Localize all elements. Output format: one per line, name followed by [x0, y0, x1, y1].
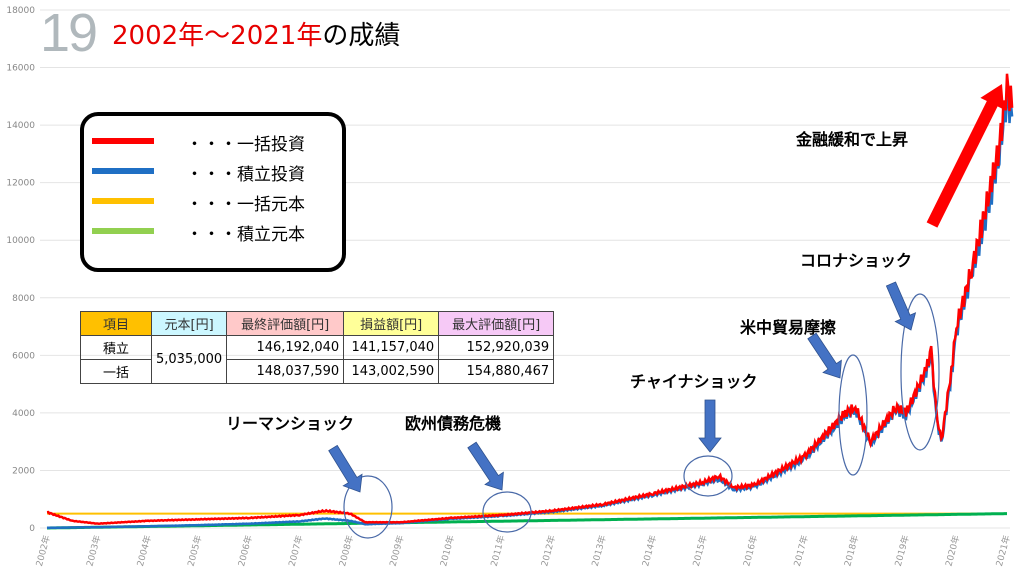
- x-tick-label: 2005年: [185, 534, 205, 568]
- x-tick-label: 2017年: [791, 534, 811, 568]
- y-tick-label: 12000: [6, 179, 35, 189]
- legend-label: ・・・積立元本: [186, 225, 305, 245]
- x-tick-label: 2002年: [33, 534, 53, 568]
- annotation-trade: 米中貿易摩擦: [740, 318, 837, 337]
- legend-swatch: [92, 198, 154, 204]
- cell-final: 148,037,590: [226, 359, 345, 384]
- legend-item: ・・・積立投資: [92, 160, 332, 186]
- y-tick-label: 18000: [6, 6, 35, 16]
- header-item: 項目: [80, 311, 152, 336]
- legend-label: ・・・一括投資: [186, 135, 305, 155]
- x-tick-label: 2019年: [892, 534, 912, 568]
- y-tick-label: 14000: [6, 121, 35, 131]
- cell-item: 一括: [80, 359, 152, 384]
- highlight-ellipse: [838, 354, 868, 476]
- cell-profit: 141,157,040: [343, 335, 440, 360]
- table-row: 積立 5,035,000 146,192,040 141,157,040 152…: [80, 335, 555, 384]
- x-tick-label: 2014年: [639, 534, 659, 568]
- arrow-down-icon: [467, 441, 504, 491]
- annotation-china: チャイナショック: [630, 372, 758, 391]
- table-row: 一括 148,037,590 143,002,590 154,880,467: [80, 359, 555, 384]
- x-tick-label: 2018年: [841, 534, 861, 568]
- legend-label: ・・・積立投資: [186, 165, 305, 185]
- legend-swatch: [92, 168, 154, 174]
- cell-item: 積立: [80, 335, 152, 360]
- title-suffix: の成績: [322, 21, 401, 51]
- arrow-up-icon: [926, 84, 1005, 228]
- arrow-down-icon: [698, 399, 722, 453]
- annotation-corona: コロナショック: [800, 251, 913, 270]
- legend-item: ・・・積立元本: [92, 220, 332, 246]
- highlight-ellipse: [343, 475, 393, 539]
- cell-max: 154,880,467: [438, 359, 555, 384]
- cell-final: 146,192,040: [226, 335, 345, 360]
- x-tick-label: 2008年: [336, 534, 356, 568]
- annotation-easing: 金融緩和で上昇: [796, 130, 909, 149]
- y-tick-label: 8000: [12, 294, 35, 304]
- y-tick-label: 0: [29, 524, 35, 534]
- series-line-一括投資: [46, 73, 1014, 525]
- x-tick-label: 2006年: [235, 534, 255, 568]
- header-max: 最大評価額[円]: [438, 311, 555, 336]
- legend-label: ・・・一括元本: [186, 195, 305, 215]
- x-tick-label: 2012年: [538, 534, 558, 568]
- x-tick-label: 2020年: [943, 534, 963, 568]
- x-tick-label: 2007年: [286, 534, 306, 568]
- slide-number: 19: [40, 3, 98, 63]
- legend-item: ・・・一括投資: [92, 130, 332, 156]
- arrow-down-icon: [885, 281, 917, 331]
- x-tick-label: 2009年: [387, 534, 407, 568]
- arrow-down-icon: [328, 444, 363, 493]
- legend: ・・・一括投資 ・・・積立投資 ・・・一括元本 ・・・積立元本: [80, 112, 346, 272]
- highlight-ellipse: [683, 455, 733, 497]
- title-period: 2002年〜2021年: [112, 21, 323, 51]
- header-final: 最終評価額[円]: [226, 311, 345, 336]
- x-tick-label: 2004年: [134, 534, 154, 568]
- x-tick-label: 2011年: [488, 534, 508, 568]
- x-tick-label: 2015年: [690, 534, 710, 568]
- highlight-ellipse: [900, 293, 940, 451]
- x-tick-label: 2021年: [993, 534, 1013, 568]
- header-principal: 元本[円]: [150, 311, 228, 336]
- cell-profit: 143,002,590: [343, 359, 440, 384]
- arrow-down-icon: [807, 332, 842, 379]
- cell-principal: 5,035,000: [150, 335, 228, 384]
- x-tick-label: 2010年: [437, 534, 457, 568]
- highlight-ellipse: [482, 491, 532, 533]
- x-tick-label: 2013年: [589, 534, 609, 568]
- annotation-euro: 欧州債務危機: [405, 414, 502, 433]
- y-tick-label: 2000: [12, 466, 35, 476]
- y-tick-label: 4000: [12, 409, 35, 419]
- legend-swatch: [92, 138, 154, 144]
- results-table: 項目 元本[円] 最終評価額[円] 損益額[円] 最大評価額[円] 積立 5,0…: [80, 311, 555, 384]
- y-tick-label: 10000: [6, 236, 35, 246]
- page-title: 2002年〜2021年の成績: [112, 20, 400, 52]
- y-tick-label: 16000: [6, 64, 35, 74]
- cell-max: 152,920,039: [438, 335, 555, 360]
- x-tick-label: 2016年: [740, 534, 760, 568]
- x-tick-label: 2003年: [84, 534, 104, 568]
- annotation-lehman: リーマンショック: [226, 414, 355, 433]
- legend-item: ・・・一括元本: [92, 190, 332, 216]
- y-tick-label: 6000: [12, 351, 35, 361]
- legend-swatch: [92, 228, 154, 234]
- header-profit: 損益額[円]: [343, 311, 440, 336]
